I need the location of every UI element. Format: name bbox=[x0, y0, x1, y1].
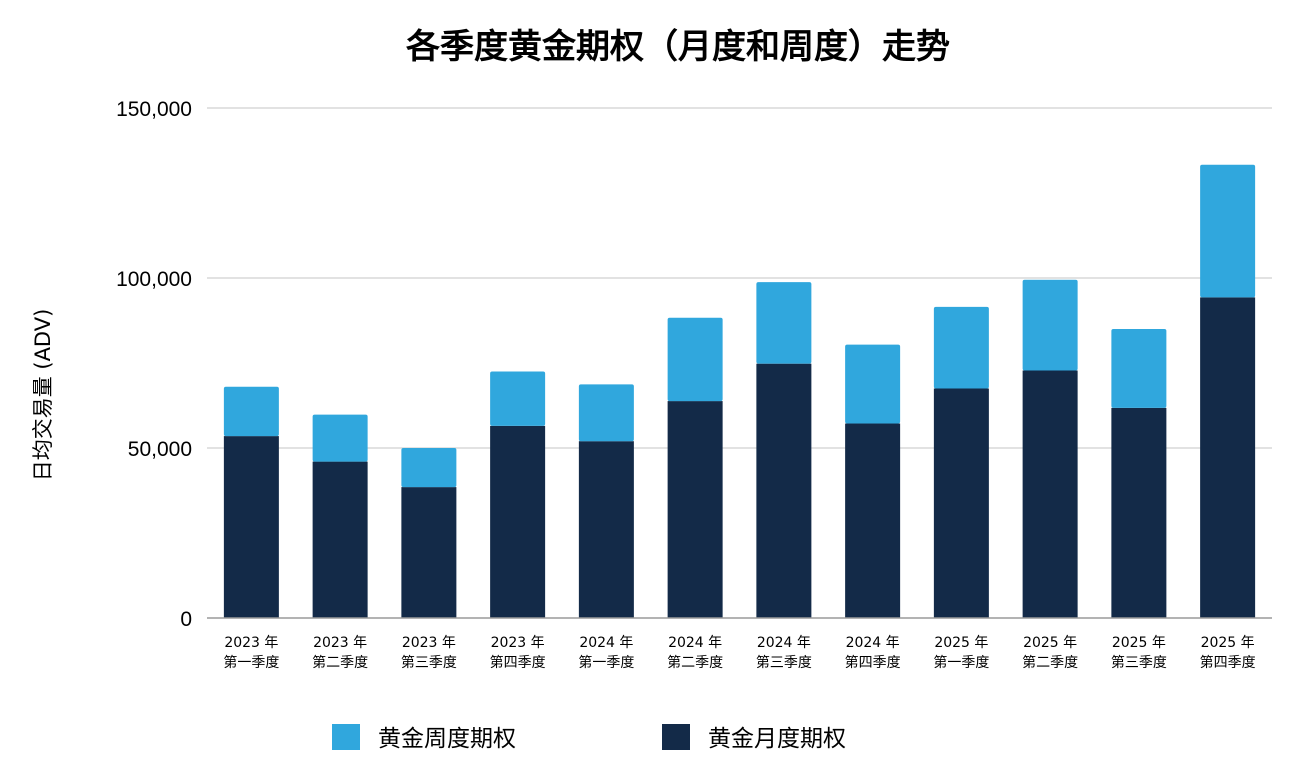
y-axis-title: 日均交易量 (ADV) bbox=[31, 309, 55, 482]
bar-segment bbox=[401, 487, 457, 618]
bar-segment bbox=[1022, 279, 1078, 371]
legend-swatch bbox=[332, 724, 360, 750]
bar-segment bbox=[1111, 407, 1167, 618]
bar-segment bbox=[1022, 370, 1078, 618]
y-tick-label: 100,000 bbox=[116, 268, 192, 291]
bar-segment bbox=[1200, 164, 1256, 298]
x-tick-label: 第三季度 bbox=[401, 654, 457, 671]
x-tick-label: 第二季度 bbox=[312, 654, 368, 671]
legend-label: 黄金周度期权 bbox=[378, 726, 516, 752]
bar-segment bbox=[845, 423, 901, 618]
bar-segment bbox=[223, 436, 279, 618]
bar-segment bbox=[756, 363, 812, 618]
legend-swatch bbox=[662, 724, 690, 750]
bar-segment bbox=[578, 441, 634, 618]
x-tick-label: 2023 年 bbox=[313, 635, 367, 651]
bar-segment bbox=[933, 388, 989, 618]
bar-segment bbox=[667, 401, 723, 618]
gridlines bbox=[207, 107, 1272, 449]
x-tick-label: 第四季度 bbox=[1200, 654, 1256, 671]
x-tick-label: 2024 年 bbox=[757, 635, 811, 651]
legend: 黄金周度期权 黄金月度期权 bbox=[332, 724, 846, 752]
x-tick-label: 2024 年 bbox=[668, 635, 722, 651]
y-tick-label: 50,000 bbox=[128, 438, 192, 461]
legend-label: 黄金月度期权 bbox=[708, 726, 846, 752]
x-tick-label: 2023 年 bbox=[402, 635, 456, 651]
bar-segment bbox=[312, 414, 368, 462]
x-tick-label: 2025 年 bbox=[1023, 635, 1077, 651]
chart-title: 各季度黄金期权（月度和周度）走势 bbox=[406, 27, 950, 67]
x-tick-label: 2025 年 bbox=[1112, 635, 1166, 651]
bar-segment bbox=[845, 344, 901, 424]
y-tick-label: 0 bbox=[180, 608, 192, 631]
x-tick-label: 第三季度 bbox=[756, 654, 812, 671]
y-tick-label: 150,000 bbox=[116, 98, 192, 121]
x-tick-label: 第一季度 bbox=[223, 654, 279, 671]
x-tick-label: 第一季度 bbox=[933, 654, 989, 671]
x-tick-label: 第二季度 bbox=[1022, 654, 1078, 671]
x-tick-label: 第二季度 bbox=[667, 654, 723, 671]
x-tick-label: 2024 年 bbox=[846, 635, 900, 651]
y-axis-ticks: 0 50,000 100,000 150,000 bbox=[116, 98, 192, 631]
x-tick-label: 2024 年 bbox=[579, 635, 633, 651]
bar-segment bbox=[490, 425, 546, 618]
x-tick-label: 第四季度 bbox=[490, 654, 546, 671]
bar-segment bbox=[667, 317, 723, 402]
bar-segment bbox=[1200, 297, 1256, 618]
x-tick-label: 2023 年 bbox=[224, 635, 278, 651]
bar-segment bbox=[933, 306, 989, 389]
x-tick-label: 2023 年 bbox=[491, 635, 545, 651]
x-tick-label: 第三季度 bbox=[1111, 654, 1167, 671]
bar-segment bbox=[490, 371, 546, 426]
x-tick-label: 第一季度 bbox=[578, 654, 634, 671]
x-tick-label: 第四季度 bbox=[845, 654, 901, 671]
bar-segment bbox=[756, 282, 812, 364]
x-tick-label: 2025 年 bbox=[934, 635, 988, 651]
bar-segment bbox=[401, 448, 457, 488]
bar-segment bbox=[312, 461, 368, 618]
bar-segment bbox=[578, 384, 634, 442]
x-tick-label: 2025 年 bbox=[1201, 635, 1255, 651]
bars bbox=[223, 164, 1256, 618]
bar-segment bbox=[223, 386, 279, 437]
bar-segment bbox=[1111, 329, 1167, 408]
